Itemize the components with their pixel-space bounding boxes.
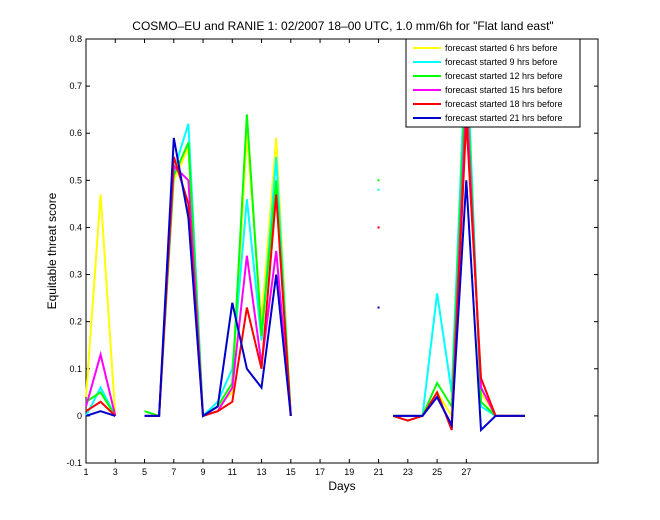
series-lines (85, 38, 525, 433)
x-tick-label: 21 (374, 467, 384, 477)
y-tick-label: 0.1 (69, 364, 82, 374)
x-tick-label: 13 (257, 467, 267, 477)
y-tick-label: 0.8 (69, 34, 82, 44)
y-tick-label: 0.3 (69, 270, 82, 280)
legend-box (405, 38, 581, 128)
y-tick-label: 0.6 (69, 128, 82, 138)
y-tick-label: -0.1 (66, 458, 82, 468)
x-tick-label: 25 (432, 467, 442, 477)
y-tick-label: 0 (77, 411, 82, 421)
y-tick-label: 0.5 (69, 175, 82, 185)
x-tick-label: 5 (142, 467, 147, 477)
chart-title: COSMO–EU and RANIE 1: 02/2007 18–00 UTC,… (132, 19, 553, 33)
x-tick-label: 15 (286, 467, 296, 477)
y-axis: -0.1 0 0.1 0.2 0.3 0.4 0.5 0.6 0.7 0.8 (66, 34, 598, 468)
x-tick-label: 3 (113, 467, 118, 477)
legend-label-5: forecast started 18 hrs before (445, 99, 563, 109)
y-tick-label: 0.4 (69, 222, 82, 232)
series-line-5 (85, 400, 116, 417)
series-line-6 (85, 410, 116, 417)
y-tick-label: 0.7 (69, 81, 82, 91)
y-tick-label: 0.2 (69, 317, 82, 327)
x-tick-label: 19 (344, 467, 354, 477)
legend-label-3: forecast started 12 hrs before (445, 71, 563, 81)
x-tick-label: 17 (315, 467, 325, 477)
x-tick-label: 27 (461, 467, 471, 477)
x-axis-label: Days (328, 479, 355, 493)
x-tick-label: 9 (201, 467, 206, 477)
series-line-6 (144, 137, 292, 418)
x-tick-label: 23 (403, 467, 413, 477)
x-tick-label: 11 (228, 467, 237, 477)
y-axis-label: Equitable threat score (45, 192, 59, 309)
series-line-4 (85, 350, 117, 417)
series-line-3 (85, 390, 117, 417)
series-line-1 (85, 194, 117, 416)
series-line-6 (393, 180, 525, 433)
legend: forecast started 6 hrs before forecast st… (405, 38, 581, 128)
legend-label-6: forecast started 21 hrs before (445, 113, 563, 123)
x-tick-label: 1 (83, 467, 88, 477)
legend-label-1: forecast started 6 hrs before (445, 43, 558, 53)
x-tick-label: 7 (171, 467, 176, 477)
legend-label-4: forecast started 15 hrs before (445, 85, 563, 95)
legend-label-2: forecast started 9 hrs before (445, 57, 558, 67)
